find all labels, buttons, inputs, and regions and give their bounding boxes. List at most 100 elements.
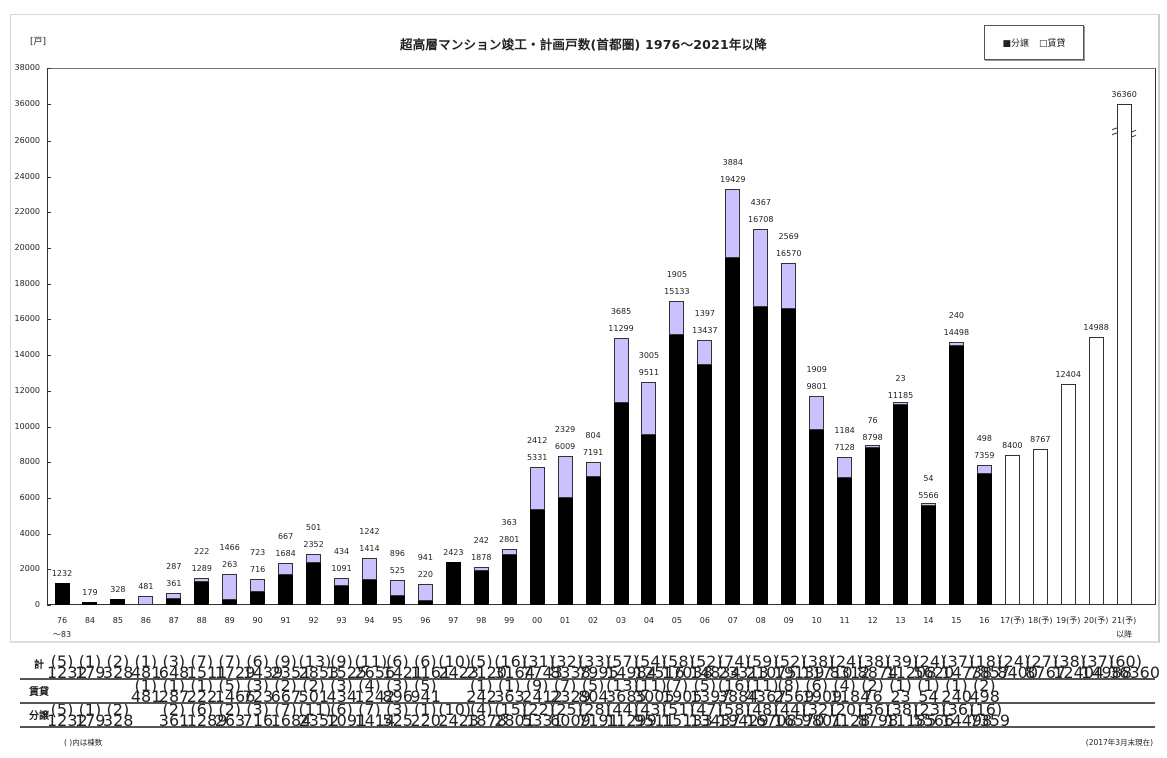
chart-legend: ■分譲 □賃貸 [984, 25, 1084, 60]
bar-value-label: 36360 [1111, 90, 1137, 99]
plot-area [47, 68, 1156, 605]
bar-segment-sale [669, 334, 685, 605]
bar-32 [948, 341, 964, 605]
bar-segment-sale [781, 309, 797, 605]
bar-segment-sale [417, 601, 433, 605]
y-tick-mark [47, 104, 51, 105]
y-tick-label: 0 [34, 600, 40, 609]
table-cell-units: 501 [298, 687, 330, 706]
table-cell-units: 36360 [1109, 663, 1160, 682]
table-cell-count: (23) [913, 700, 947, 719]
table-cell-count: (1) [162, 676, 186, 695]
bar-value-label: 501 [305, 523, 322, 533]
x-tick-label: 11 [839, 616, 850, 625]
y-tick-label: 20000 [14, 243, 40, 252]
table-cell-count: (4) [469, 700, 493, 719]
bar-value-label: 2329 [554, 425, 576, 435]
table-cell-count: (7) [190, 652, 214, 671]
bar-12 [389, 579, 405, 605]
bar-value-label: 723 [250, 548, 266, 558]
x-tick-label: 16 [979, 616, 990, 625]
x-tick-label: 88 [196, 616, 207, 625]
bar-value-label: 1289 [191, 564, 212, 574]
y-tick-mark [47, 176, 51, 178]
y-tick-mark [47, 569, 51, 571]
bar-segment-sale [557, 497, 573, 605]
table-cell-count: (60) [1109, 652, 1142, 671]
bar-value-label: 12404 [1055, 369, 1081, 379]
table-cell-units: 667 [270, 687, 302, 706]
table-cell-count: (54) [633, 652, 667, 671]
table-cell-count: (11) [745, 676, 779, 695]
bar-segment-sale [110, 599, 126, 605]
y-tick-mark [47, 533, 51, 535]
table-cell-count: (1) [78, 700, 102, 719]
bar-value-label: 3005 [638, 350, 660, 360]
table-cell-count: (4) [358, 676, 381, 695]
table-cell-count: (1) [78, 652, 102, 671]
bar-15 [473, 567, 489, 605]
table-cell-count: (20) [829, 700, 863, 719]
table-divider [20, 726, 1155, 728]
x-tick-label: 97 [448, 616, 459, 625]
table-cell-count: (59) [745, 652, 779, 671]
table-cell-units: 723 [242, 687, 274, 706]
bar-value-label: 363 [501, 517, 517, 527]
bar-value-label: 1909 [806, 364, 827, 374]
y-axis-unit-label: [戸] [30, 37, 47, 47]
y-tick-mark [47, 68, 51, 69]
table-cell-count: (38) [857, 652, 891, 671]
bar-23 [697, 340, 713, 605]
bar-segment-rental [389, 579, 405, 596]
bar-value-label: 15133 [664, 286, 690, 296]
bar-26 [781, 263, 797, 605]
table-cell-count: (33) [578, 652, 611, 671]
bar-38 [1116, 104, 1132, 605]
x-tick-label: 90 [252, 616, 263, 625]
bar-segment-rental [138, 596, 154, 605]
table-cell-count: (58) [717, 700, 751, 719]
bar-31 [920, 502, 936, 605]
bar-13 [417, 584, 433, 605]
y-tick-label: 16000 [14, 314, 40, 324]
table-cell-count: (2) [162, 700, 186, 719]
bar-segment-sale [361, 579, 377, 605]
bar-segment-sale [976, 473, 992, 605]
y-tick-label: 2000 [19, 564, 40, 574]
bar-segment-sale [389, 595, 405, 605]
bar-1 [82, 601, 98, 605]
y-tick-label: 12000 [14, 385, 40, 395]
chart-title: 超高層マンション竣工・計画戸数(首都圏) 1976〜2021年以降 [400, 37, 767, 52]
bar-segment-rental [166, 593, 182, 599]
bar-segment-rental [417, 584, 433, 602]
table-cell-count: (11) [298, 700, 332, 719]
bar-value-label: 2423 [443, 547, 464, 557]
table-cell-count: (6) [190, 700, 214, 719]
bar-value-label: 8400 [1002, 441, 1023, 451]
x-tick-label: 86 [140, 616, 151, 625]
y-tick-label: 36000 [14, 99, 40, 108]
x-tick-label: 08 [755, 616, 766, 625]
bar-24 [725, 188, 741, 605]
bar-segment-sale [725, 258, 741, 605]
bar-value-label: 525 [389, 565, 406, 575]
table-cell-count: (7) [553, 676, 577, 695]
bar-segment-sale [306, 563, 322, 605]
table-cell-count: (39) [885, 652, 919, 671]
bar-value-label: 434 [333, 546, 350, 556]
table-cell-count: (38) [1053, 652, 1087, 671]
table-cell-units: 23 [890, 687, 911, 706]
table-cell-count: (2) [274, 676, 297, 695]
bar-value-label: 14498 [943, 327, 970, 337]
table-cell-count: (3) [386, 700, 409, 719]
bar-34 [1004, 455, 1020, 605]
table-cell-count: (3) [246, 676, 269, 695]
table-cell-count: (6) [386, 652, 409, 671]
table-cell-count: (15) [494, 700, 528, 719]
bar-value-label: 7191 [582, 448, 604, 458]
y-tick-label: 14000 [14, 350, 40, 360]
bar-value-label: 11185 [887, 390, 914, 400]
table-cell-units: 54 [918, 687, 939, 706]
bar-segment-planned [1088, 337, 1104, 605]
table-cell-count: (57) [606, 652, 639, 671]
